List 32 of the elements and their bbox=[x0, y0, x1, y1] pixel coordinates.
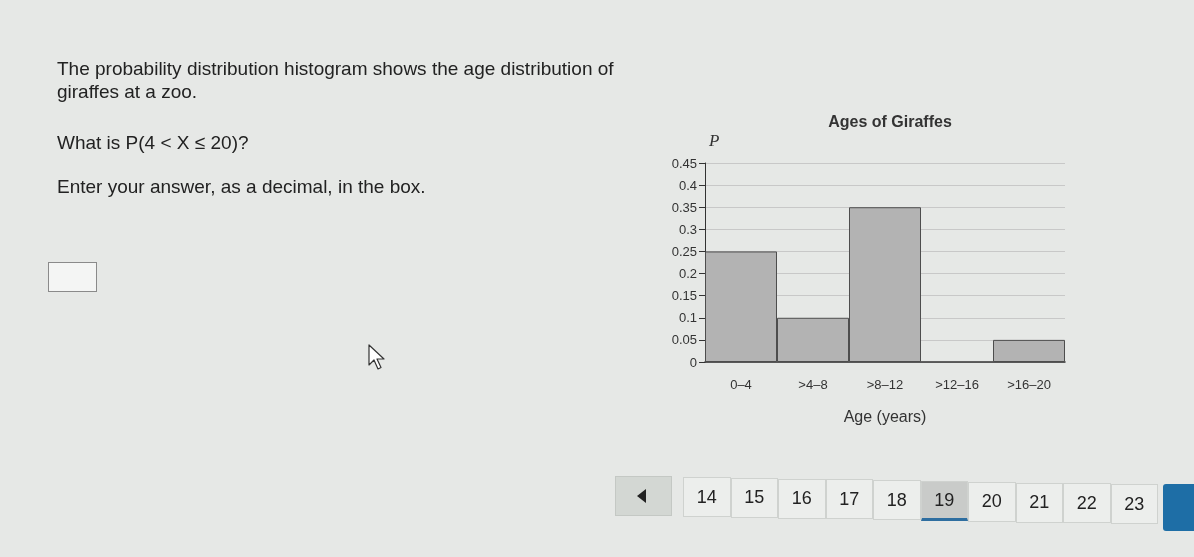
y-axis-title: P bbox=[708, 131, 720, 150]
page-button: 19 bbox=[920, 481, 968, 521]
y-tick-label: 0.2 bbox=[678, 266, 697, 282]
y-tick-label: 0.45 bbox=[671, 155, 697, 171]
page-button: 16 bbox=[778, 478, 826, 519]
x-tick-label: >12–16 bbox=[935, 377, 979, 392]
x-tick-label: >8–12 bbox=[866, 377, 904, 392]
page-button: 14 bbox=[683, 477, 731, 517]
y-tick-label: 0.4 bbox=[678, 177, 697, 193]
page-button: 22 bbox=[1063, 483, 1111, 524]
page-button: 17 bbox=[825, 479, 873, 520]
x-tick-label: 0–4 bbox=[730, 377, 752, 392]
y-tick-label: 0 bbox=[689, 354, 697, 370]
page-button: 20 bbox=[968, 481, 1016, 522]
y-tick-label: 0.15 bbox=[671, 288, 697, 304]
page-button: 23 bbox=[1110, 484, 1158, 525]
page-button: 21 bbox=[1015, 482, 1063, 523]
page-button: 15 bbox=[730, 477, 778, 518]
y-tick-label: 0.35 bbox=[671, 199, 697, 215]
x-axis-title: Age (years) bbox=[843, 407, 927, 425]
bar bbox=[993, 339, 1065, 362]
text: The probability distribution histogram shows the age distribution of giraffes at a zoo. bbox=[57, 57, 615, 103]
text: What is P(4 < X ≤ 20)? bbox=[57, 131, 250, 154]
x-tick-label: >4–8 bbox=[798, 377, 828, 392]
y-tick-label: 0.05 bbox=[671, 332, 697, 348]
page-button: 18 bbox=[873, 480, 921, 521]
x-tick-label: >16–20 bbox=[1007, 377, 1051, 392]
chart-title: Ages of Giraffes bbox=[828, 112, 952, 130]
text: Enter your answer, as a decimal, in the box. bbox=[57, 175, 427, 198]
y-tick-label: 0.3 bbox=[678, 221, 697, 237]
y-tick-label: 0.1 bbox=[678, 310, 697, 326]
y-tick-label: 0.25 bbox=[671, 243, 697, 259]
